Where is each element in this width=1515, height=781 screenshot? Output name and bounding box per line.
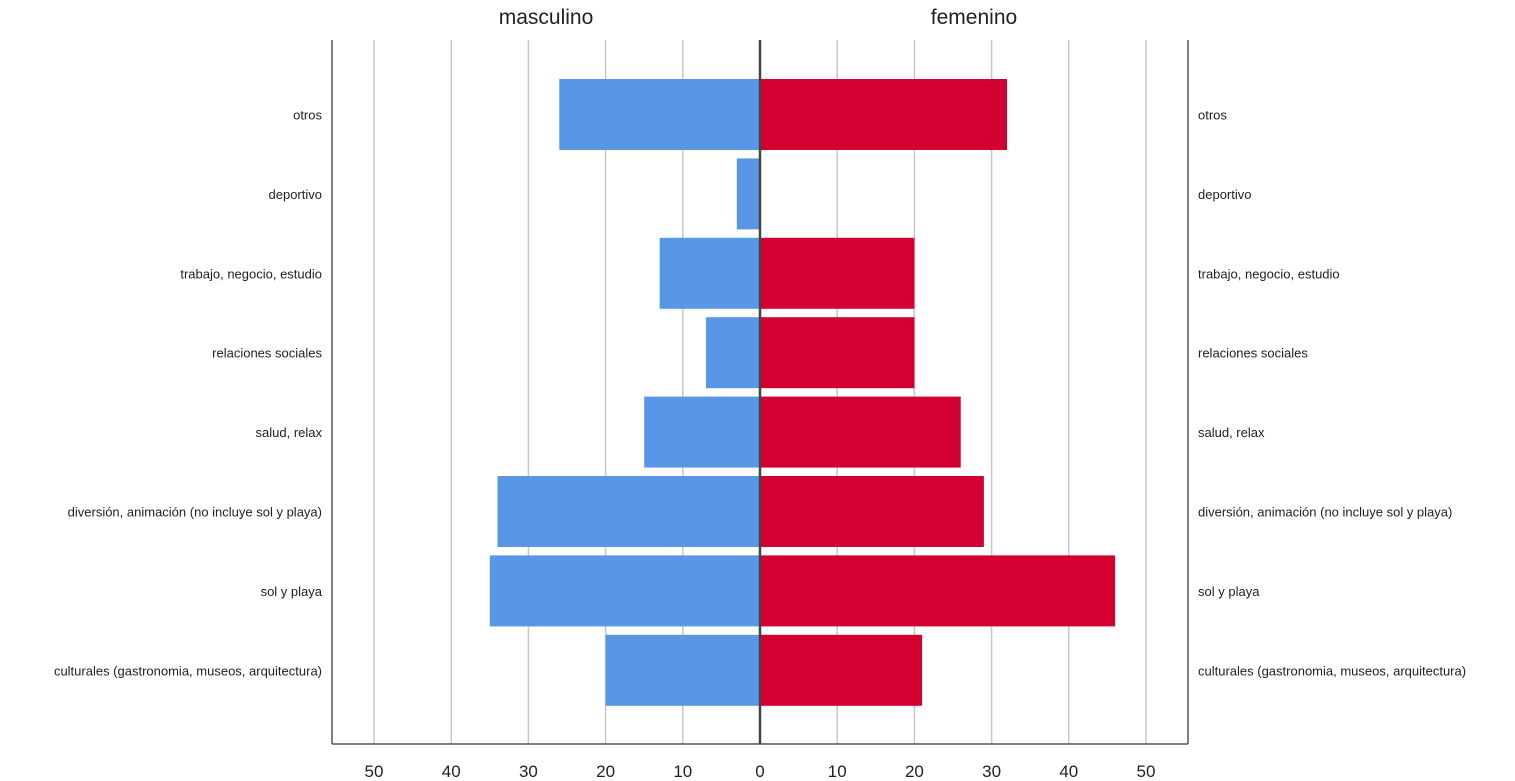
category-label-right-1: deportivo — [1198, 187, 1251, 202]
x-tick-label-right-20: 20 — [905, 762, 924, 781]
category-label-right-2: trabajo, negocio, estudio — [1198, 266, 1340, 281]
bar-masculino-1 — [736, 158, 760, 230]
category-label-left-6: sol y playa — [261, 584, 323, 599]
bar-masculino-7 — [605, 634, 760, 706]
x-tick-label-left-30: 30 — [519, 762, 538, 781]
x-tick-label-right-10: 10 — [828, 762, 847, 781]
bar-femenino-5 — [760, 476, 984, 547]
bar-masculino-4 — [644, 396, 760, 468]
bar-masculino-0 — [559, 79, 760, 150]
x-tick-label-right-30: 30 — [982, 762, 1001, 781]
category-label-right-3: relaciones sociales — [1198, 346, 1308, 361]
x-tick-label-left-20: 20 — [596, 762, 615, 781]
bar-femenino-0 — [760, 79, 1008, 150]
category-label-right-5: diversión, animación (no incluye sol y p… — [1198, 505, 1452, 520]
x-tick-label-0: 0 — [755, 762, 764, 781]
category-label-left-0: otros — [293, 108, 322, 123]
bar-femenino-4 — [760, 396, 961, 468]
category-label-left-5: diversión, animación (no incluye sol y p… — [68, 505, 322, 520]
x-tick-label-right-50: 50 — [1137, 762, 1156, 781]
bar-femenino-2 — [760, 237, 915, 309]
bar-femenino-7 — [760, 634, 923, 706]
bar-femenino-6 — [760, 555, 1116, 627]
panel-title-left: masculino — [499, 6, 594, 29]
category-label-left-2: trabajo, negocio, estudio — [180, 266, 322, 281]
category-label-right-7: culturales (gastronomia, museos, arquite… — [1198, 663, 1466, 678]
category-label-left-3: relaciones sociales — [212, 346, 322, 361]
bar-masculino-2 — [659, 237, 760, 309]
category-label-right-6: sol y playa — [1198, 584, 1260, 599]
bar-masculino-3 — [705, 317, 760, 389]
bar-femenino-3 — [760, 317, 915, 389]
bar-masculino-6 — [489, 555, 760, 627]
panel-title-right: femenino — [931, 6, 1017, 29]
category-label-right-0: otros — [1198, 108, 1227, 123]
category-label-left-1: deportivo — [269, 187, 322, 202]
category-label-left-7: culturales (gastronomia, museos, arquite… — [54, 663, 322, 678]
x-tick-label-left-50: 50 — [365, 762, 384, 781]
x-tick-label-left-40: 40 — [442, 762, 461, 781]
category-label-right-4: salud, relax — [1198, 425, 1265, 440]
x-tick-label-left-10: 10 — [673, 762, 692, 781]
bar-masculino-5 — [497, 476, 760, 547]
category-label-left-4: salud, relax — [256, 425, 323, 440]
x-tick-label-right-40: 40 — [1059, 762, 1078, 781]
